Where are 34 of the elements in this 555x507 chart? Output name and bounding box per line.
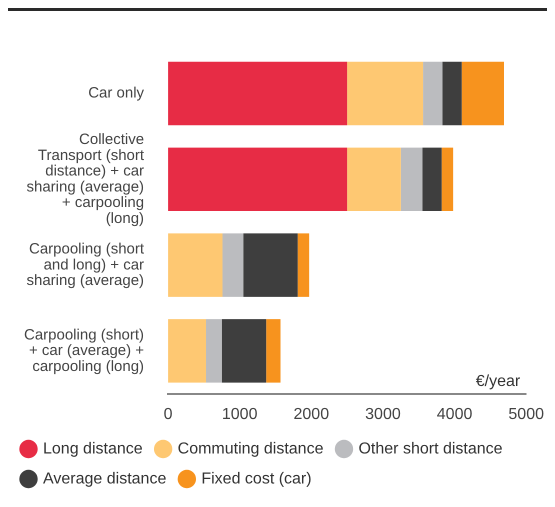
bar bbox=[462, 62, 504, 126]
bar bbox=[168, 233, 222, 297]
x-tick-label: 0 bbox=[164, 406, 173, 423]
bar bbox=[298, 233, 310, 297]
x-tick-label: 3000 bbox=[365, 406, 401, 423]
legend-label: Fixed cost (car) bbox=[201, 470, 312, 488]
legend-label: Average distance bbox=[43, 470, 166, 488]
legend-label: Long distance bbox=[43, 440, 143, 458]
bar bbox=[347, 62, 424, 126]
x-axis-title: €/year bbox=[476, 373, 521, 390]
bar bbox=[243, 233, 298, 297]
bar bbox=[222, 233, 244, 297]
y-tick-label: Carpooling (short) + car (average) + carpooling (long) bbox=[24, 326, 144, 375]
bar bbox=[168, 319, 206, 383]
bar bbox=[266, 319, 281, 383]
legend-label: Commuting distance bbox=[178, 440, 324, 458]
bar bbox=[442, 148, 454, 212]
bar bbox=[206, 319, 222, 383]
y-tick-label: Collective Transport (short distance) + car sharing (average) + carpooling (long) bbox=[26, 131, 145, 227]
bar bbox=[347, 148, 401, 212]
bar bbox=[442, 62, 462, 126]
x-tick-label: 4000 bbox=[436, 406, 472, 423]
x-tick-label: 2000 bbox=[294, 406, 330, 423]
bar bbox=[168, 148, 348, 212]
x-tick-label: 5000 bbox=[508, 406, 544, 423]
legend-label: Other short distance bbox=[358, 440, 503, 458]
bar bbox=[422, 148, 442, 212]
bar bbox=[168, 62, 348, 126]
y-tick-label: Carpooling (short and long) + car sharing (average) bbox=[26, 240, 145, 289]
bar bbox=[423, 62, 442, 126]
x-tick-label: 1000 bbox=[222, 406, 258, 423]
bar bbox=[222, 319, 266, 383]
bar bbox=[400, 148, 422, 212]
y-tick-label: Car only bbox=[88, 84, 145, 102]
